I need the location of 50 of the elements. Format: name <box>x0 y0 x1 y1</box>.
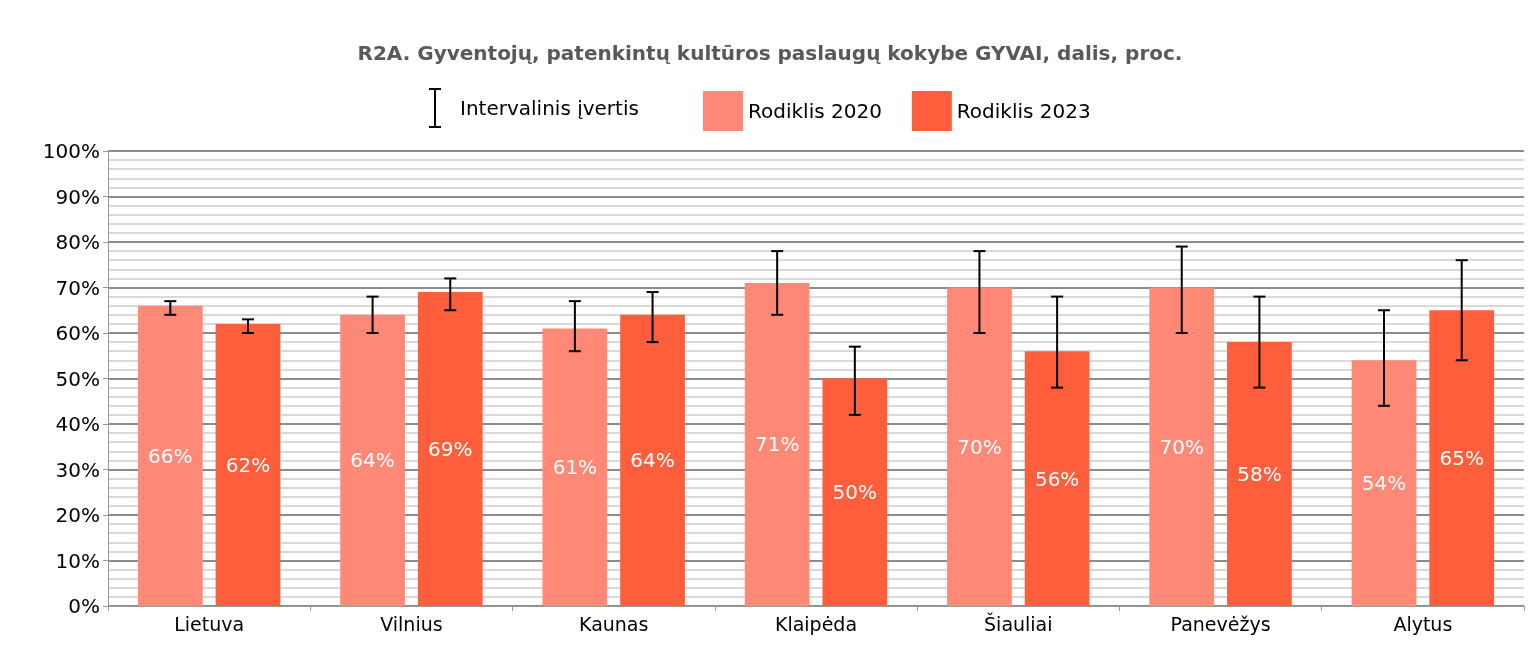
legend-label: Rodiklis 2023 <box>956 99 1091 123</box>
y-tick-label: 70% <box>55 275 100 300</box>
bar <box>137 305 203 606</box>
bar <box>744 282 810 606</box>
bar <box>1429 310 1495 606</box>
x-tick-label: Vilnius <box>380 612 443 635</box>
bar <box>620 314 685 606</box>
bar <box>1149 287 1215 606</box>
data-label: 65% <box>1439 446 1484 471</box>
bar <box>947 287 1012 606</box>
text: Intervalinis įvertis <box>460 96 639 120</box>
data-label: 61% <box>552 455 598 480</box>
bar <box>1227 342 1292 606</box>
x-tick-label: Klaipėda <box>774 612 858 635</box>
data-label: 64% <box>350 448 395 473</box>
legend-label: Rodiklis 2020 <box>748 99 882 123</box>
y-tick-label: 90% <box>55 184 100 209</box>
data-label: 56% <box>1034 466 1080 491</box>
data-label: 64% <box>630 448 675 473</box>
chart-title: R2A. Gyventojų, patenkintų kultūros paslaugų kokybe GYVAI, dalis, proc. <box>357 41 1183 65</box>
x-tick-label: Alytus <box>1393 612 1453 635</box>
y-tick-label: 10% <box>55 548 100 573</box>
y-tick-label: 80% <box>55 230 100 254</box>
y-tick-label: 20% <box>55 503 100 527</box>
bar <box>417 292 483 606</box>
data-label: 70% <box>1159 434 1204 459</box>
bar <box>542 328 608 606</box>
data-label: 58% <box>1237 462 1282 487</box>
bar <box>215 323 281 606</box>
bar <box>1351 360 1417 606</box>
x-tick-label: Šiauliai <box>984 611 1053 635</box>
y-tick-label: 60% <box>55 321 100 345</box>
data-label: 50% <box>832 480 878 505</box>
data-label: 62% <box>225 452 271 477</box>
data-label: 66% <box>148 443 193 468</box>
x-tick-label: Lietuva <box>174 612 245 635</box>
y-tick-label: 100% <box>42 139 100 163</box>
bar <box>340 314 405 606</box>
data-label: 69% <box>428 437 473 462</box>
x-tick-label: Kaunas <box>579 612 649 635</box>
data-label: 54% <box>1361 471 1407 496</box>
bar <box>1024 351 1090 606</box>
data-label: 71% <box>754 432 800 457</box>
y-tick-label: 50% <box>55 366 100 391</box>
y-tick-label: 30% <box>55 457 100 482</box>
y-tick-label: 0% <box>68 594 100 618</box>
y-tick-label: 40% <box>55 412 100 436</box>
data-label: 70% <box>957 434 1002 459</box>
x-tick-label: Panevėžys <box>1170 612 1271 635</box>
bar <box>822 378 888 606</box>
